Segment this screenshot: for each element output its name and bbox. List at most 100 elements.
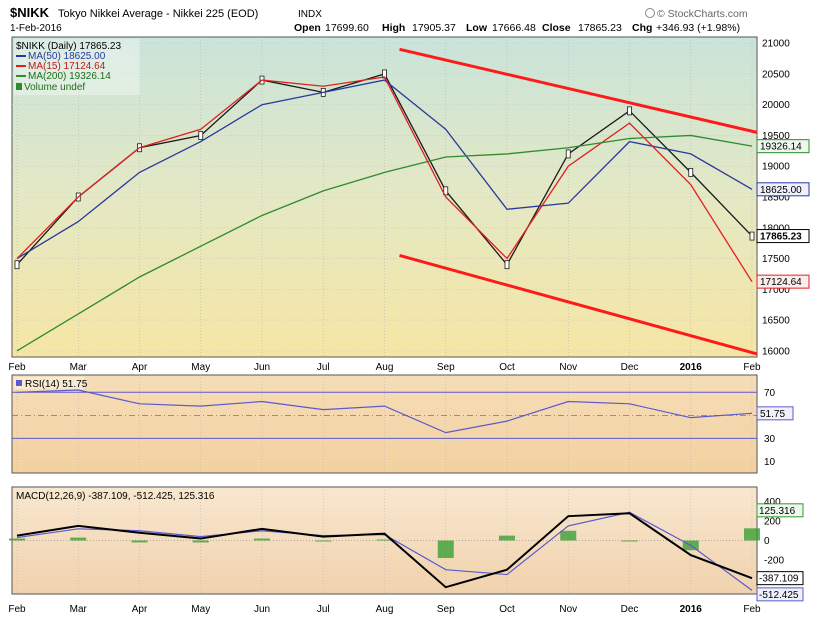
x-tick-label: Apr xyxy=(132,362,148,373)
chg-label: Chg xyxy=(632,22,652,34)
x-tick-label-bottom: 2016 xyxy=(680,604,703,615)
macd-label: MACD(12,26,9) -387.109, -512.425, 125.31… xyxy=(16,491,215,502)
legend-ma200: MA(200) 19326.14 xyxy=(28,71,111,82)
x-tick-label-bottom: Oct xyxy=(499,604,515,615)
price-tag-close: 17865.23 xyxy=(760,232,802,243)
x-tick-label-bottom: Mar xyxy=(70,604,88,615)
chg-value: +346.93 (+1.98%) xyxy=(656,22,740,34)
x-tick-label: Mar xyxy=(70,362,88,373)
x-tick-label: Oct xyxy=(499,362,515,373)
close-value: 17865.23 xyxy=(578,22,622,34)
low-value: 17666.48 xyxy=(492,22,536,34)
macd-hist-bar xyxy=(254,538,270,541)
rsi-label: RSI(14) 51.75 xyxy=(25,379,88,390)
ma50-series-line xyxy=(16,79,753,260)
macd-tag-box xyxy=(756,571,804,586)
exchange: INDX xyxy=(298,9,322,20)
price-tag-ma50: 18625.00 xyxy=(760,185,802,196)
macd-signal-tag: -512.425 xyxy=(759,590,799,601)
price-tick-label: 19500 xyxy=(762,131,790,142)
rsi-legend-swatch xyxy=(16,380,22,386)
legend-price: $NIKK (Daily) 17865.23 xyxy=(16,41,121,52)
macd-hist-bar xyxy=(9,538,25,541)
price-tick-label: 18000 xyxy=(762,223,790,234)
price-tick-label: 16000 xyxy=(762,346,790,357)
price-tick-label: 20000 xyxy=(762,100,790,111)
rsi-tag-box xyxy=(756,406,794,421)
rsi-tick-label: 10 xyxy=(764,457,776,468)
price-tick-label: 20500 xyxy=(762,69,790,80)
x-tick-label-bottom: Feb xyxy=(743,604,761,615)
rsi-tick-label: 30 xyxy=(764,434,776,445)
price-tag-box xyxy=(756,139,810,154)
x-tick-label: Jul xyxy=(317,362,330,373)
x-tick-label: Nov xyxy=(559,362,577,373)
price-tick-label: 18500 xyxy=(762,193,790,204)
legend-ma15: MA(15) 17124.64 xyxy=(28,61,106,72)
macd-tick-label: 400 xyxy=(764,497,781,508)
macd-hist-bar xyxy=(437,540,454,559)
x-tick-label: Sep xyxy=(437,362,455,373)
price-point xyxy=(565,149,571,159)
macd-macd-tag: -387.109 xyxy=(759,574,799,585)
price-point xyxy=(749,231,755,241)
price-point xyxy=(688,167,694,177)
x-tick-label-bottom: Aug xyxy=(376,604,394,615)
legend-volume-swatch xyxy=(16,83,22,90)
price-tick-label: 17000 xyxy=(762,285,790,296)
x-tick-label-bottom: May xyxy=(191,604,210,615)
low-label: Low xyxy=(466,22,488,34)
macd-hist-tag: 125.316 xyxy=(759,506,796,517)
symbol: $NIKK xyxy=(10,5,50,20)
x-tick-label-bottom: Sep xyxy=(437,604,455,615)
macd-hist-bar xyxy=(744,528,760,541)
macd-hist-bar xyxy=(621,540,638,542)
x-tick-label-bottom: Feb xyxy=(8,604,26,615)
x-tick-label-bottom: Jun xyxy=(254,604,270,615)
x-tick-label: Feb xyxy=(743,362,761,373)
price-point xyxy=(198,131,204,140)
x-tick-label: Aug xyxy=(376,362,394,373)
macd-tag-box xyxy=(756,503,804,518)
price-tick-label: 16500 xyxy=(762,316,790,327)
macd-hist-bar xyxy=(499,535,515,541)
open-value: 17699.60 xyxy=(325,22,369,34)
macd-hist-bar xyxy=(560,530,577,541)
trend-line xyxy=(399,47,758,134)
trend-line xyxy=(399,254,758,356)
price-point xyxy=(627,106,632,116)
macd-hist-bar xyxy=(70,537,87,541)
macd-tick-label: 0 xyxy=(764,536,770,547)
x-tick-label: Jun xyxy=(254,362,270,373)
price-tick-label: 19000 xyxy=(762,162,790,173)
close-label: Close xyxy=(542,22,571,34)
legend-ma50: MA(50) 18625.00 xyxy=(28,51,106,62)
price-point xyxy=(14,260,20,270)
macd-tick-label: 200 xyxy=(764,517,781,528)
price-point xyxy=(504,260,510,270)
price-tag-ma15: 17124.64 xyxy=(760,277,802,288)
macd-tick-label: -200 xyxy=(764,555,784,566)
price-legend xyxy=(14,39,140,95)
instrument-name: Tokyo Nikkei Average - Nikkei 225 (EOD) xyxy=(58,8,258,20)
legend-volume: Volume undef xyxy=(24,82,85,93)
rsi-series-line xyxy=(16,389,753,434)
brand: © StockCharts.com xyxy=(657,8,748,20)
price-tag-box xyxy=(756,274,810,289)
x-tick-label-bottom: Apr xyxy=(132,604,148,615)
high-value: 17905.37 xyxy=(412,22,456,34)
macd-hist-bar xyxy=(315,540,332,542)
price-tick-label: 21000 xyxy=(762,39,790,50)
macd-series-line xyxy=(16,512,753,589)
x-tick-label-bottom: Nov xyxy=(559,604,577,615)
price-point xyxy=(443,186,449,196)
ma15-series-line xyxy=(16,76,753,283)
open-label: Open xyxy=(294,22,321,34)
macd-hist-bar xyxy=(131,540,148,543)
high-label: High xyxy=(382,22,405,34)
x-tick-label: Dec xyxy=(621,362,639,373)
price-tag-box xyxy=(756,229,810,244)
price-tag-box xyxy=(756,182,810,197)
x-tick-label: 2016 xyxy=(680,362,703,373)
